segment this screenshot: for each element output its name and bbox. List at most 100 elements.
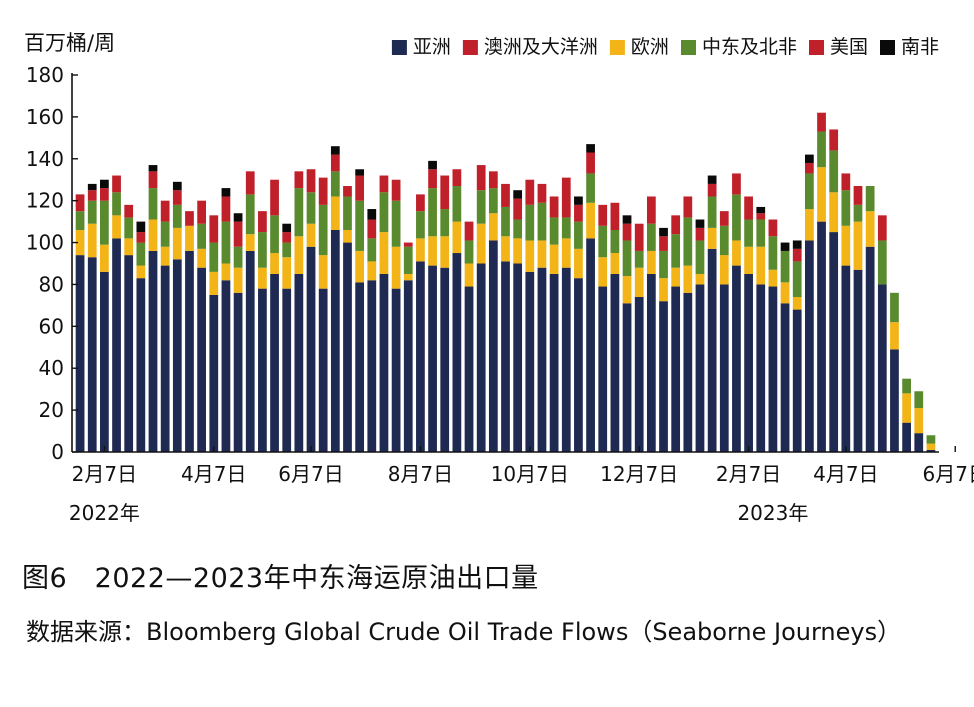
bar-segment-2-11: [209, 271, 219, 295]
bar-segment-3-47: [646, 223, 656, 251]
bar-segment-3-68: [902, 378, 911, 394]
bar-segment-4-29: [428, 169, 437, 189]
bar-segment-0-12: [221, 280, 231, 452]
legend-swatch: [462, 40, 478, 55]
bar-segment-5-42: [586, 144, 595, 153]
bar-segment-0-25: [379, 273, 389, 452]
bar-segment-2-1: [87, 223, 97, 258]
bar-segment-0-48: [659, 301, 668, 452]
bar-segment-3-50: [683, 217, 693, 266]
bar-segment-2-44: [610, 253, 620, 274]
bar-segment-0-47: [646, 273, 656, 452]
bar-segment-0-19: [306, 246, 316, 452]
bar-segment-0-18: [294, 273, 304, 452]
bar-segment-0-44: [610, 273, 620, 452]
bar-segment-3-48: [659, 250, 668, 279]
bar-segment-0-30: [440, 267, 450, 452]
bar-segment-3-56: [756, 219, 766, 247]
bar-segment-2-69: [914, 408, 924, 434]
bar-segment-3-14: [245, 194, 255, 235]
bar-segment-2-33: [476, 223, 486, 264]
bar-segment-5-8: [172, 181, 182, 191]
bar-segment-3-34: [488, 188, 498, 214]
legend-item-3: 中东及北非: [681, 36, 797, 58]
x-tick-label: 4月7日: [181, 462, 246, 486]
bar-segment-0-39: [549, 273, 559, 452]
bar-segment-2-46: [634, 267, 644, 298]
bar-segment-4-36: [513, 198, 523, 220]
bar-segment-2-49: [671, 267, 681, 287]
bar-segment-3-8: [172, 204, 182, 228]
bar-segment-4-28: [416, 194, 425, 212]
bar-segment-3-69: [914, 391, 924, 409]
bar-segment-2-50: [683, 265, 693, 293]
bar-segment-3-12: [221, 221, 231, 264]
bar-segment-0-68: [902, 422, 911, 452]
y-axis-label: 百万桶/周: [24, 31, 115, 55]
bar-segment-4-2: [100, 188, 109, 201]
bar-segment-2-16: [270, 253, 279, 274]
bar-segment-0-49: [671, 286, 681, 452]
bar-segment-3-38: [537, 202, 547, 241]
bar-segment-0-6: [148, 250, 158, 452]
bar-segment-0-58: [780, 303, 790, 452]
bar-segment-4-63: [841, 173, 851, 191]
bar-segment-3-39: [549, 217, 559, 245]
bar-segment-3-21: [330, 171, 340, 197]
bar-segment-2-42: [586, 202, 595, 239]
bar-segment-3-45: [622, 240, 632, 277]
bar-segment-4-51: [695, 227, 705, 241]
bar-segment-0-59: [792, 309, 802, 452]
bar-segment-2-27: [403, 273, 413, 281]
bar-segment-4-52: [707, 183, 717, 197]
bar-segment-5-56: [756, 206, 766, 214]
bar-segment-3-24: [367, 238, 377, 262]
bar-segment-4-32: [464, 221, 474, 241]
x-tick-label: 6月7日: [923, 462, 974, 486]
legend-swatch: [681, 40, 696, 55]
bar-segment-4-4: [124, 204, 134, 218]
bar-segment-3-64: [853, 204, 863, 222]
bar-segment-3-18: [294, 188, 304, 237]
bar-segment-2-18: [294, 236, 304, 274]
legend-item-0: 亚洲: [391, 36, 451, 58]
bar-segment-3-42: [586, 173, 595, 203]
bar-segment-5-29: [428, 160, 437, 170]
bar-segment-3-35: [501, 206, 510, 237]
bar-segment-2-58: [780, 282, 790, 304]
bar-segment-0-27: [403, 280, 413, 452]
bar-segment-3-27: [403, 246, 413, 274]
bar-segment-2-2: [100, 244, 109, 272]
bar-segment-0-46: [634, 297, 644, 452]
bar-segment-0-15: [258, 288, 267, 452]
bar-segment-4-23: [355, 175, 365, 201]
bar-segment-2-47: [646, 250, 656, 274]
y-tick-label: 120: [26, 189, 64, 213]
bar-segment-0-37: [525, 271, 535, 452]
bar-segment-4-3: [112, 175, 121, 193]
bar-segment-5-2: [100, 179, 109, 189]
bar-segment-0-16: [270, 273, 279, 452]
plot-area: [75, 112, 936, 452]
bar-segment-0-34: [488, 240, 498, 452]
bar-segment-2-62: [829, 192, 839, 233]
bar-segment-4-20: [318, 177, 328, 205]
bar-segment-0-21: [330, 229, 340, 452]
legend-item-1: 澳洲及大洋洲: [462, 36, 598, 58]
bar-segment-5-48: [659, 227, 668, 237]
bar-segment-2-3: [112, 215, 121, 239]
bar-segment-5-59: [792, 240, 802, 249]
bar-segment-3-63: [841, 190, 851, 226]
x-tick-label: 10月7日: [491, 462, 569, 486]
year-label: 2022年: [69, 501, 140, 525]
bar-segment-4-42: [586, 152, 595, 174]
x-tick-label: 12月7日: [600, 462, 678, 486]
bar-segment-5-5: [136, 221, 146, 233]
bar-segment-2-59: [792, 297, 802, 310]
bar-segment-0-62: [829, 232, 839, 452]
bar-segment-2-60: [805, 209, 814, 241]
bar-segment-3-70: [926, 435, 936, 444]
bar-segment-2-13: [233, 267, 243, 293]
bar-segment-2-28: [416, 238, 425, 262]
bar-segment-4-50: [683, 196, 693, 218]
